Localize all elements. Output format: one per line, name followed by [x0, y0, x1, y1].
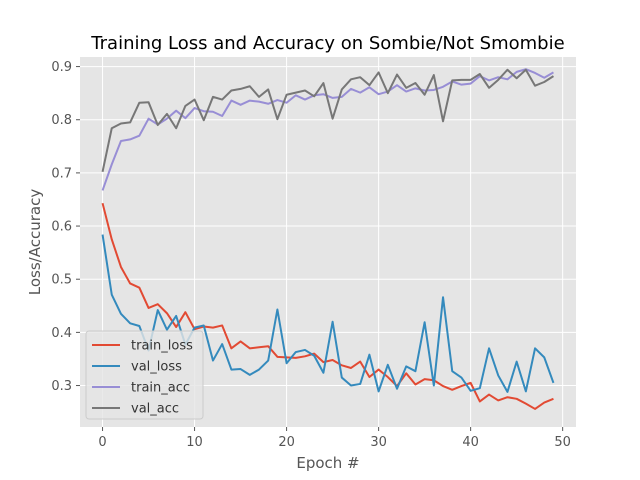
y-tick-label: 0.4	[51, 326, 72, 341]
x-axis-ticks: 0 10 20 30 40 50	[98, 427, 571, 450]
x-axis-label: Epoch #	[296, 454, 359, 472]
legend-label-val-acc: val_acc	[131, 402, 179, 417]
series-line-train-loss	[101, 202, 554, 410]
y-tick-label: 0.5	[51, 273, 72, 288]
x-tick-label: 50	[554, 435, 571, 450]
y-tick-label: 0.8	[51, 113, 72, 128]
legend-box	[85, 330, 204, 420]
y-axis-ticks: 0.3 0.4 0.5 0.6 0.7 0.8 0.9	[51, 60, 80, 394]
legend-label-train-acc: train_acc	[131, 381, 190, 396]
series-lines	[101, 68, 555, 410]
legend-label-val-loss: val_loss	[131, 360, 182, 375]
y-tick-label: 0.9	[51, 60, 72, 75]
x-tick-label: 0	[98, 435, 106, 450]
y-tick-label: 0.7	[51, 166, 72, 181]
x-tick-label: 20	[278, 435, 295, 450]
chart-title: Training Loss and Accuracy on Sombie/Not…	[90, 33, 564, 54]
y-tick-label: 0.6	[51, 220, 72, 235]
y-axis-label: Loss/Accuracy	[26, 189, 44, 296]
legend-label-train-loss: train_loss	[131, 339, 193, 354]
x-tick-label: 10	[186, 435, 203, 450]
x-tick-label: 30	[370, 435, 387, 450]
series-line-val-loss	[101, 234, 555, 393]
series-line-train-acc	[101, 68, 554, 191]
x-tick-label: 40	[462, 435, 479, 450]
legend: train_loss val_loss train_acc val_acc	[85, 330, 204, 420]
y-tick-label: 0.3	[51, 379, 72, 394]
series-line-val-acc	[101, 68, 554, 173]
